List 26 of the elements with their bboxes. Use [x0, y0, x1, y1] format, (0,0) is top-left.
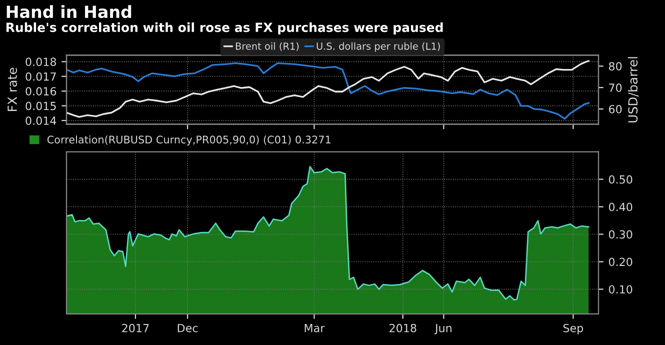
chart-title: Hand in Hand [6, 5, 132, 18]
y-tick-label: 0.016 [26, 87, 56, 96]
x-tick-label: 2018 [390, 324, 416, 332]
chart-subtitle: Ruble's correlation with oil rose as FX purchases were paused [6, 22, 443, 35]
x-tick-label: Sep [563, 324, 584, 334]
y2-axis-title: USD/barrel [628, 57, 639, 122]
y-tick-label: 0.015 [26, 102, 56, 110]
x-tick-label: 2017 [122, 324, 149, 332]
x-tick-label: Mar [304, 324, 325, 332]
legend-label: U.S. dollars per ruble (L1) [316, 42, 440, 52]
y-tick-label: 0.50 [608, 175, 632, 184]
y-tick-label: 0.30 [608, 230, 632, 239]
y-tick-label: 0.014 [26, 116, 56, 125]
x-tick-label: Dec [178, 324, 198, 332]
y2-tick-label: 80 [608, 62, 622, 71]
y-axis-title: FX rate [8, 68, 17, 112]
x-tick-label: Jun [434, 324, 452, 334]
y-tick-label: 0.40 [608, 202, 632, 212]
y-tick-label: 0.20 [608, 258, 632, 266]
y-tick-label: 0.018 [26, 58, 56, 66]
y-tick-label: 0.017 [26, 72, 56, 81]
y-tick-label: 0.10 [608, 285, 632, 294]
legend-label: Brent oil (R1) [236, 42, 299, 51]
y2-tick-label: 70 [609, 84, 622, 92]
y2-tick-label: 60 [609, 104, 622, 114]
legend-label: Correlation(RUBUSD Curncy,PR005,90,0) (C01) 0.3271 [47, 135, 330, 146]
